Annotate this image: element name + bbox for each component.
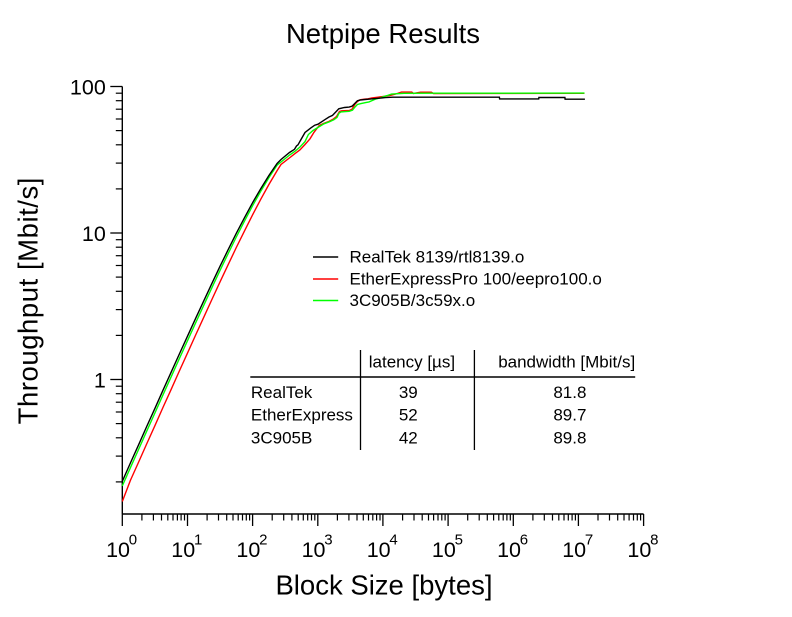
svg-text:10: 10 bbox=[106, 538, 130, 562]
svg-text:5: 5 bbox=[455, 531, 463, 548]
svg-text:3: 3 bbox=[324, 531, 332, 548]
svg-text:2: 2 bbox=[259, 531, 267, 548]
svg-text:RealTek: RealTek bbox=[251, 383, 313, 402]
svg-text:1: 1 bbox=[194, 531, 202, 548]
svg-text:10: 10 bbox=[562, 538, 586, 562]
svg-text:6: 6 bbox=[520, 531, 528, 548]
svg-text:10: 10 bbox=[236, 538, 260, 562]
svg-text:10: 10 bbox=[302, 538, 326, 562]
svg-text:EtherExpressPro 100/eepro100.o: EtherExpressPro 100/eepro100.o bbox=[350, 270, 602, 289]
svg-text:EtherExpress: EtherExpress bbox=[251, 406, 353, 425]
svg-text:81.8: 81.8 bbox=[553, 383, 586, 402]
svg-text:10: 10 bbox=[82, 222, 106, 246]
svg-text:bandwidth [Mbit/s]: bandwidth [Mbit/s] bbox=[498, 352, 635, 371]
svg-text:39: 39 bbox=[399, 383, 418, 402]
svg-text:42: 42 bbox=[399, 428, 418, 447]
svg-text:10: 10 bbox=[367, 538, 391, 562]
svg-text:Throughput [Mbit/s]: Throughput [Mbit/s] bbox=[13, 177, 44, 424]
svg-text:3C905B: 3C905B bbox=[251, 428, 312, 447]
svg-text:3C905B/3c59x.o: 3C905B/3c59x.o bbox=[350, 291, 476, 310]
svg-text:10: 10 bbox=[497, 538, 521, 562]
svg-text:0: 0 bbox=[129, 531, 137, 548]
svg-text:89.7: 89.7 bbox=[553, 406, 586, 425]
svg-text:1: 1 bbox=[94, 368, 106, 392]
svg-text:4: 4 bbox=[389, 531, 397, 548]
svg-text:Netpipe Results: Netpipe Results bbox=[286, 18, 480, 49]
svg-text:89.8: 89.8 bbox=[553, 428, 586, 447]
svg-text:10: 10 bbox=[432, 538, 456, 562]
svg-text:10: 10 bbox=[171, 538, 195, 562]
svg-text:100: 100 bbox=[70, 75, 106, 99]
svg-text:7: 7 bbox=[585, 531, 593, 548]
svg-text:RealTek 8139/rtl8139.o: RealTek 8139/rtl8139.o bbox=[350, 248, 525, 267]
svg-text:latency [µs]: latency [µs] bbox=[369, 352, 455, 371]
svg-text:10: 10 bbox=[627, 538, 651, 562]
svg-text:Block Size [bytes]: Block Size [bytes] bbox=[275, 570, 492, 601]
svg-text:8: 8 bbox=[650, 531, 658, 548]
svg-text:52: 52 bbox=[399, 406, 418, 425]
